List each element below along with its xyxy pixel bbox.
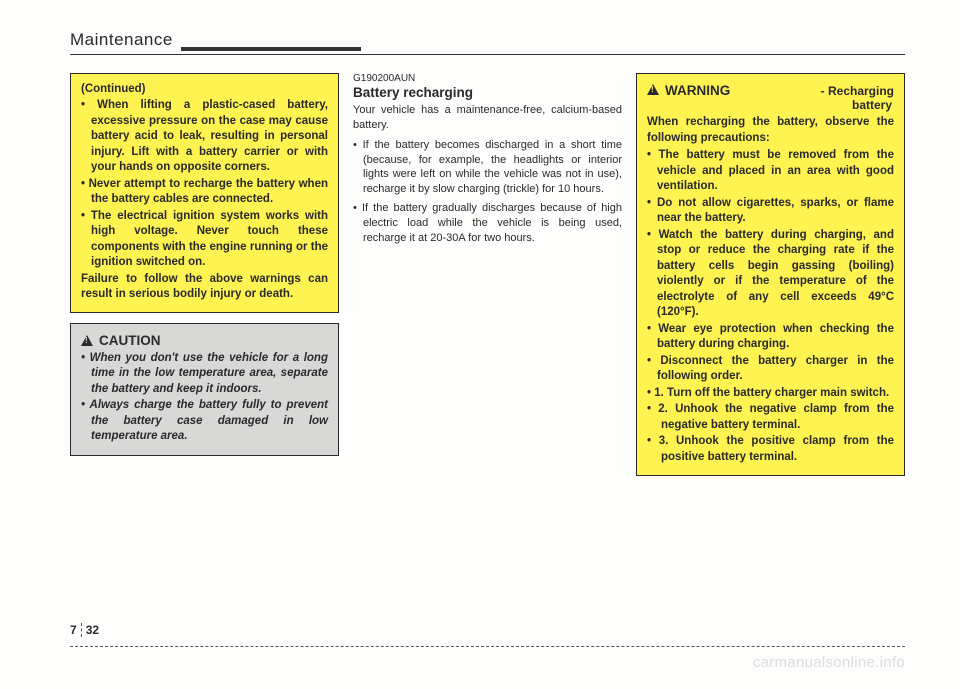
body-paragraph: Your vehicle has a maintenance-free, cal… <box>353 103 622 133</box>
warning-step: 1. Turn off the battery charger main swi… <box>647 386 894 402</box>
body-list: If the battery becomes discharged in a s… <box>353 138 622 246</box>
caution-head-text: CAUTION <box>99 333 161 348</box>
header-rule <box>181 47 361 51</box>
body-list-item: If the battery gradually discharges beca… <box>353 201 622 246</box>
warning-bullet: Watch the battery during charg­ing, and … <box>647 228 894 321</box>
warning-ordered-list: 1. Turn off the battery charger main swi… <box>647 386 894 466</box>
warning-bullet: The battery must be removed from the veh… <box>647 148 894 195</box>
warning-subhead-2: battery <box>647 98 894 112</box>
warning-step: 2. Unhook the negative clamp from the ne… <box>647 402 894 433</box>
warning-triangle-icon <box>647 84 659 95</box>
warning-step: 3. Unhook the positive clamp from the po… <box>647 434 894 465</box>
header: Maintenance <box>70 30 905 55</box>
caution-list: When you don't use the vehicle for a lon… <box>81 351 328 445</box>
page: Maintenance (Continued) When lifting a p… <box>0 0 960 486</box>
warning-item: Never attempt to recharge the battery wh… <box>81 177 328 208</box>
warning-list: When lifting a plastic-cased bat­tery, e… <box>81 98 328 271</box>
page-number: 7 32 <box>70 623 99 637</box>
warning-heading: WARNING - Recharging <box>647 83 894 98</box>
page-no: 32 <box>86 623 99 637</box>
caution-box: CAUTION When you don't use the vehicle f… <box>70 323 339 456</box>
body-list-item: If the battery becomes discharged in a s… <box>353 138 622 197</box>
warning-bullet-list: The battery must be removed from the veh… <box>647 148 894 385</box>
caution-triangle-icon <box>81 335 93 346</box>
column-left: (Continued) When lifting a plastic-cased… <box>70 73 339 486</box>
continued-label: (Continued) <box>81 83 328 95</box>
warning-tail: Failure to follow the above warn­ings ca… <box>81 272 328 303</box>
warning-subhead-1: - Recharging <box>736 84 894 98</box>
warning-intro: When recharging the battery, observe the… <box>647 115 894 146</box>
warning-bullet: Disconnect the battery charger in the fo… <box>647 354 894 385</box>
continued-warning-box: (Continued) When lifting a plastic-cased… <box>70 73 339 313</box>
section-title: Battery recharging <box>353 85 622 100</box>
warning-item: The electrical ignition system works wit… <box>81 209 328 271</box>
caution-item: When you don't use the vehicle for a lon… <box>81 351 328 398</box>
column-middle: G190200AUN Battery recharging Your vehic… <box>353 73 622 486</box>
caution-item: Always charge the battery fully to preve… <box>81 398 328 445</box>
column-right: WARNING - Recharging battery When rechar… <box>636 73 905 486</box>
warning-head-text: WARNING <box>665 83 730 98</box>
warning-item: When lifting a plastic-cased bat­tery, e… <box>81 98 328 176</box>
section-code: G190200AUN <box>353 73 622 84</box>
footer-rule <box>70 646 905 647</box>
warning-box: WARNING - Recharging battery When rechar… <box>636 73 905 476</box>
chapter-number: 7 <box>70 623 82 637</box>
caution-heading: CAUTION <box>81 333 328 348</box>
header-title: Maintenance <box>70 30 173 50</box>
watermark: carmanualsonline.info <box>753 654 905 671</box>
warning-bullet: Wear eye protection when check­ing the b… <box>647 322 894 353</box>
warning-bullet: Do not allow cigarettes, sparks, or flam… <box>647 196 894 227</box>
content-columns: (Continued) When lifting a plastic-cased… <box>70 73 905 486</box>
